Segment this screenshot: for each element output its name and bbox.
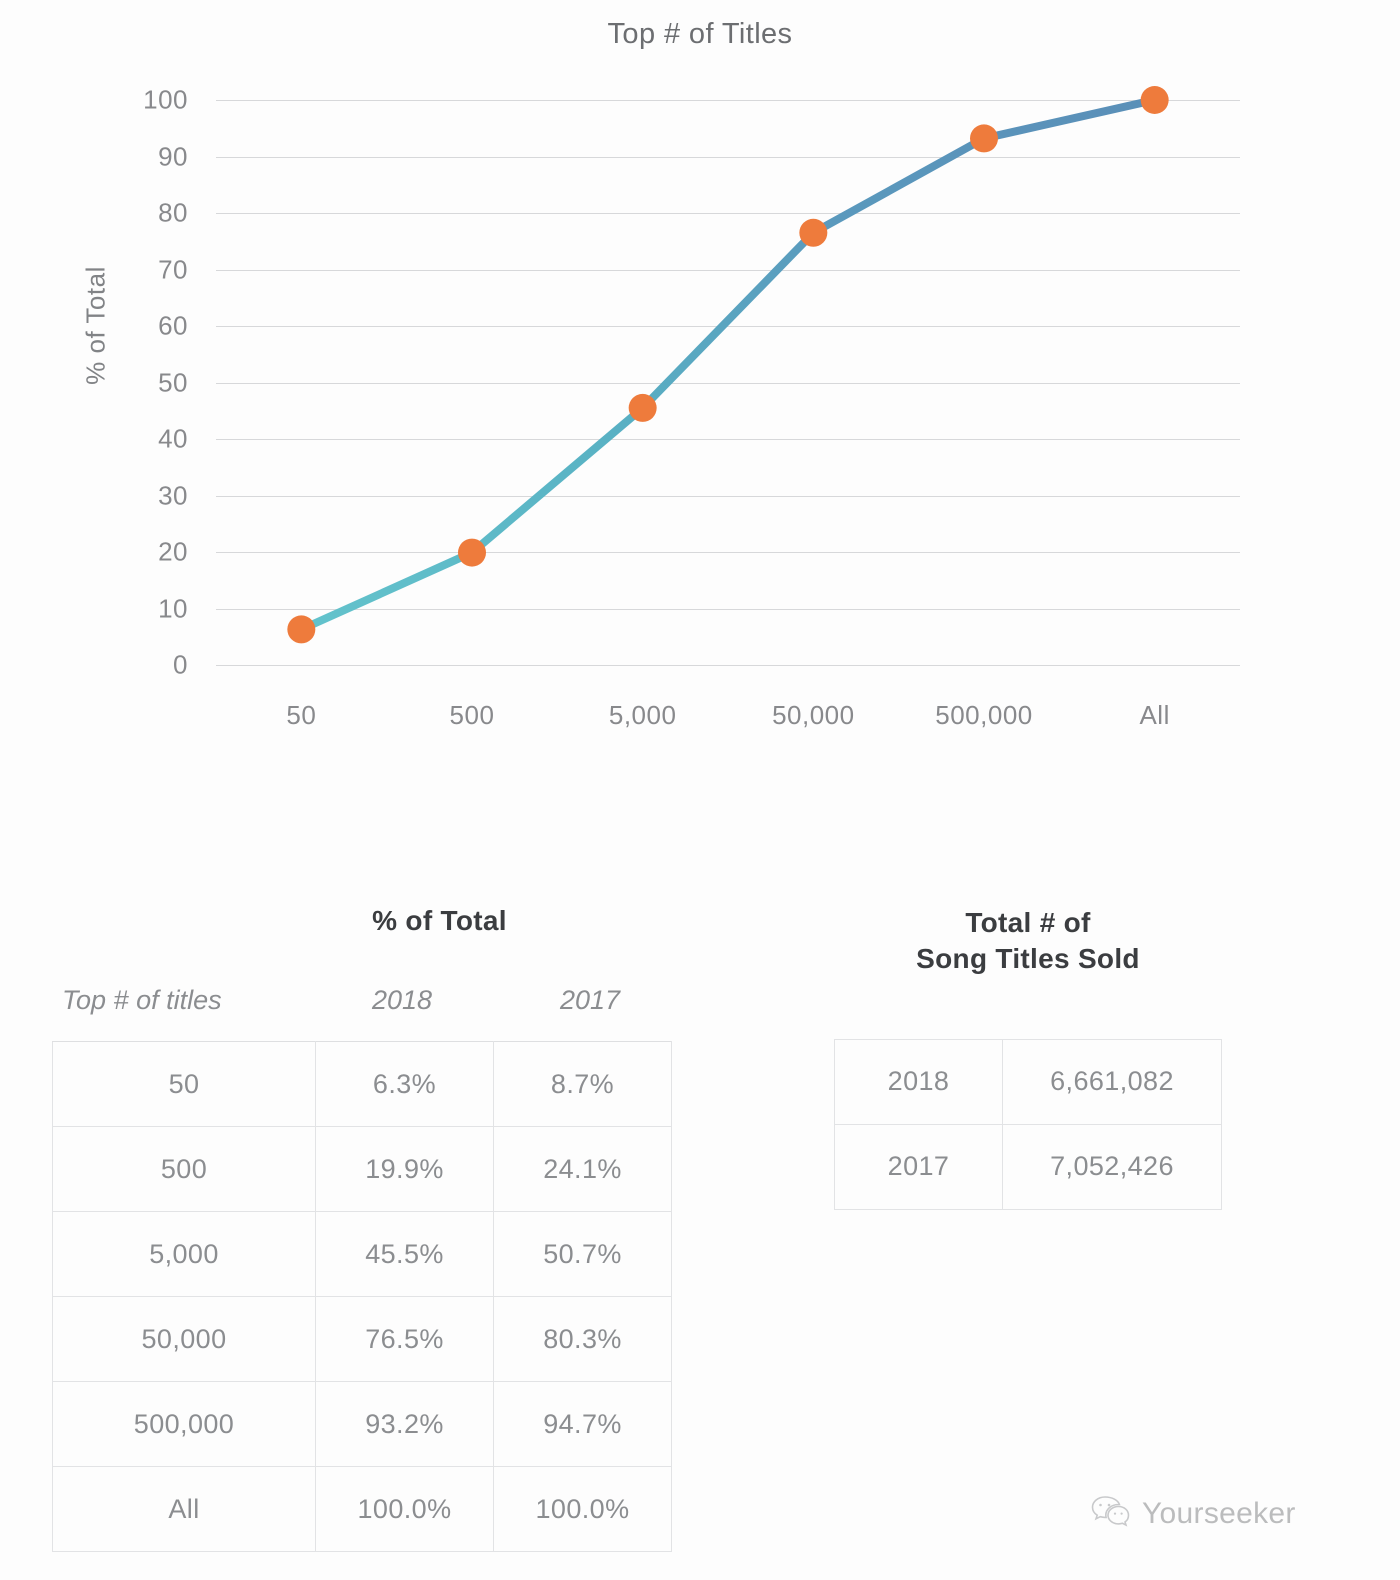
x-axis-tick-label: 5,000 <box>608 700 677 730</box>
percent-of-total-column-headers: Top # of titles 2018 2017 <box>52 985 662 1041</box>
gridline <box>216 495 1240 497</box>
y-axis-tick-label: 70 <box>158 254 188 284</box>
table-row: 50,000 76.5% 80.3% <box>52 1296 672 1382</box>
cell-top-titles: 500 <box>52 1126 316 1212</box>
y-axis-tick-label: 100 <box>143 84 188 115</box>
cell-2018: 19.9% <box>315 1126 494 1212</box>
table-row: 500 19.9% 24.1% <box>52 1126 672 1212</box>
x-axis-tick-label: 500 <box>449 700 495 730</box>
total-caption-line-1: Total # of <box>965 907 1091 938</box>
gridline <box>216 156 1240 158</box>
cell-2017: 100.0% <box>493 1466 672 1552</box>
y-axis-tick-labels: 100 90 80 70 60 50 40 30 20 10 0 <box>100 85 188 680</box>
cell-2017: 50.7% <box>493 1211 672 1297</box>
data-point-marker <box>1140 86 1169 114</box>
line-series <box>287 86 1169 644</box>
gridline <box>216 665 1240 666</box>
y-axis-tick-label: 80 <box>158 197 188 228</box>
cell-2018: 100.0% <box>315 1466 494 1552</box>
chart-title: Top # of Titles <box>607 18 793 50</box>
data-point-marker <box>287 615 316 644</box>
table-row: 50 6.3% 8.7% <box>52 1041 672 1127</box>
data-point-marker <box>458 538 486 567</box>
watermark: Yourseeker <box>1090 1494 1296 1533</box>
y-axis-tick-label: 0 <box>173 649 188 680</box>
cell-2018: 6.3% <box>315 1041 494 1127</box>
gridline <box>216 213 1240 214</box>
cell-2017: 24.1% <box>493 1126 672 1212</box>
column-header-2017: 2017 <box>560 985 621 1015</box>
cell-total-titles: 7,052,426 <box>1002 1123 1222 1210</box>
cell-2017: 80.3% <box>493 1296 672 1382</box>
table-row: 2018 6,661,082 <box>834 1038 1222 1125</box>
watermark-label: Yourseeker <box>1142 1496 1296 1530</box>
column-header-2018: 2018 <box>372 985 433 1015</box>
percent-of-total-table: 50 6.3% 8.7% 500 19.9% 24.1% 5,000 45.5% 50.7% 50… <box>52 1041 672 1552</box>
column-header-top-titles: Top # of titles <box>62 985 222 1015</box>
x-axis-tick-label: 50 <box>286 700 317 730</box>
cell-2018: 76.5% <box>315 1296 494 1382</box>
table-row: 2017 7,052,426 <box>834 1123 1222 1210</box>
chart-container: Top # of Titles % of Total 100 90 80 70 60 50… <box>0 0 1400 780</box>
cell-year: 2018 <box>834 1038 1003 1125</box>
plot-area <box>216 86 1240 666</box>
x-axis-tick-labels: 50 500 5,000 50,000 500,000 All <box>216 700 1240 744</box>
y-axis-tick-label: 10 <box>158 593 188 623</box>
series-markers <box>287 86 1169 644</box>
table-row: All 100.0% 100.0% <box>52 1466 672 1552</box>
y-axis-tick-label: 50 <box>158 367 188 397</box>
table-row: 5,000 45.5% 50.7% <box>52 1211 672 1297</box>
y-axis-tick-label: 30 <box>158 480 188 510</box>
gridline <box>216 552 1240 553</box>
cell-top-titles: 50 <box>52 1041 316 1127</box>
cell-2017: 8.7% <box>493 1041 672 1127</box>
cell-top-titles: 50,000 <box>52 1296 316 1382</box>
data-point-marker <box>799 218 828 247</box>
cell-total-titles: 6,661,082 <box>1002 1038 1222 1125</box>
cell-top-titles: All <box>52 1466 316 1552</box>
series-line <box>297 96 1159 634</box>
gridline <box>216 100 1240 101</box>
wechat-icon <box>1090 1494 1130 1533</box>
x-axis-tick-label: All <box>1139 700 1170 730</box>
total-song-titles-caption: Total # of Song Titles Sold <box>834 905 1222 977</box>
y-axis-tick-label: 20 <box>158 536 188 567</box>
gridline <box>216 439 1240 440</box>
y-axis-tick-label: 60 <box>158 310 188 341</box>
data-point-marker <box>628 393 657 422</box>
y-axis-tick-label: 40 <box>158 423 188 454</box>
y-axis-tick-label: 90 <box>158 141 188 171</box>
x-axis-tick-label: 50,000 <box>772 700 855 730</box>
cell-top-titles: 5,000 <box>52 1211 316 1297</box>
percent-of-total-caption: % of Total <box>372 905 507 936</box>
cell-2018: 45.5% <box>315 1211 494 1297</box>
x-axis-tick-label: 500,000 <box>935 700 1033 730</box>
total-song-titles-table-block: Total # of Song Titles Sold 2018 6,661,08… <box>834 905 1222 1210</box>
gridline <box>216 269 1240 271</box>
total-caption-line-2: Song Titles Sold <box>916 942 1140 974</box>
percent-of-total-table-block: % of Total Top # of titles 2018 2017 50 6… <box>52 905 672 1552</box>
cell-year: 2017 <box>834 1123 1003 1210</box>
gridline <box>216 382 1240 384</box>
cell-top-titles: 500,000 <box>52 1381 316 1467</box>
total-song-titles-table: 2018 6,661,082 2017 7,052,426 <box>834 1038 1222 1210</box>
data-point-marker <box>970 124 998 153</box>
gridline <box>216 326 1240 327</box>
cell-2018: 93.2% <box>315 1381 494 1467</box>
cell-2017: 94.7% <box>493 1381 672 1467</box>
gridline <box>216 608 1240 610</box>
table-row: 500,000 93.2% 94.7% <box>52 1381 672 1467</box>
